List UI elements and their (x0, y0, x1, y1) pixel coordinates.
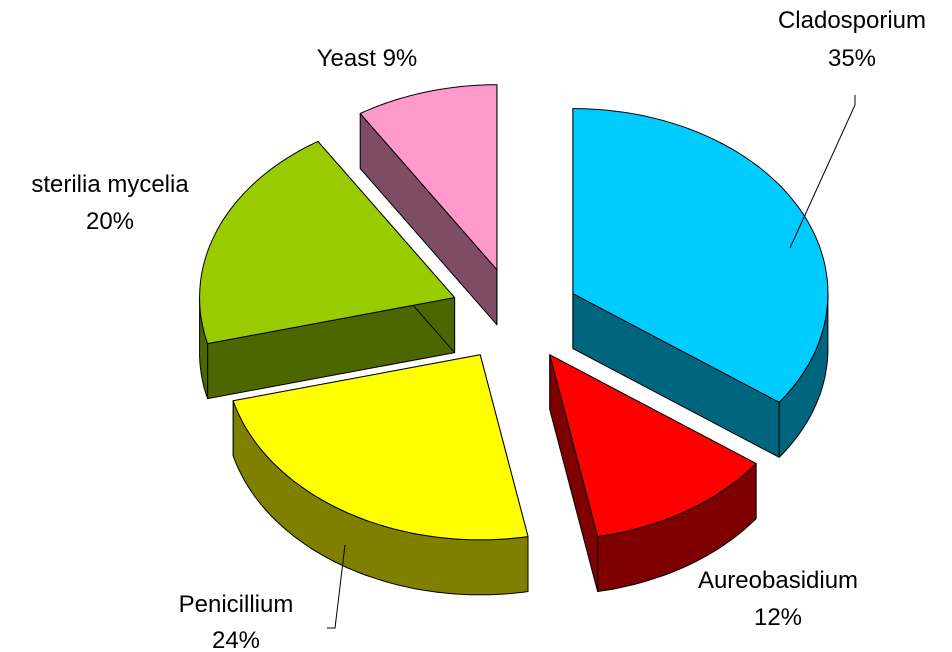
slice-label: Cladosporium (778, 7, 926, 34)
slice (359, 84, 498, 271)
slice-percent: 9% (383, 45, 418, 72)
slice-percent: 20% (86, 208, 134, 235)
slice-percent: 35% (828, 45, 876, 72)
slice-label: Penicillium (179, 591, 294, 618)
pie (199, 84, 829, 596)
slice (572, 108, 829, 403)
slice (549, 354, 757, 537)
leader-line (789, 95, 856, 249)
slice-percent: 12% (754, 604, 802, 631)
slice-name: Yeast (317, 45, 377, 72)
leader-line (327, 544, 346, 629)
slice-label: Yeast 9% (317, 45, 418, 72)
slice (232, 354, 529, 541)
slice-label: Aureobasidium (698, 567, 858, 594)
slice-percent: 24% (212, 627, 260, 652)
slice-label: sterilia mycelia (31, 171, 189, 198)
slice (199, 140, 456, 345)
